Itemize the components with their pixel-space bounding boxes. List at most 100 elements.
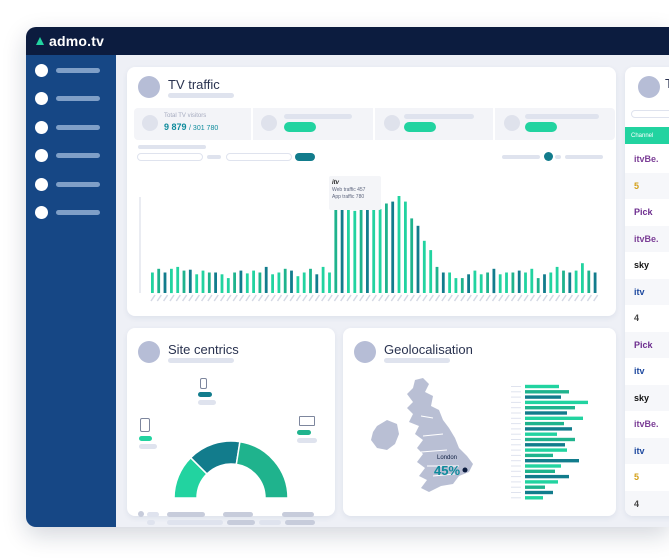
channel-row[interactable]: itv: [625, 358, 669, 384]
nav-dot-icon: [35, 178, 48, 191]
channel-column-header[interactable]: Channel: [625, 127, 669, 144]
x-tick-label: [270, 294, 276, 302]
traffic-bar: [498, 274, 502, 293]
x-tick-label: [460, 294, 466, 302]
kpi-icon: [142, 115, 158, 131]
traffic-bar: [328, 272, 331, 293]
x-tick-label: [289, 294, 295, 302]
toggle-label: [502, 155, 540, 159]
toggle-knob[interactable]: [544, 152, 553, 161]
region-bar-chart: [511, 384, 588, 500]
x-tick-label: [498, 294, 504, 302]
filter-label: [207, 155, 221, 159]
region-bar: [525, 395, 561, 399]
sidebar-item-2[interactable]: [35, 92, 100, 105]
channel-row[interactable]: itvBe.: [625, 225, 669, 252]
channel-row[interactable]: 4: [625, 490, 669, 516]
traffic-bar: [252, 270, 255, 293]
sidebar-item-5[interactable]: [35, 178, 100, 191]
region-bar: [525, 411, 567, 415]
x-tick-label: [251, 294, 257, 302]
traffic-bar: [587, 270, 591, 293]
region-label: [511, 439, 521, 440]
traffic-bar: [404, 201, 407, 293]
x-tick-label: [238, 294, 245, 302]
region-label: [511, 417, 521, 419]
kpi-green-bar: [284, 122, 316, 132]
x-tick-label: [371, 294, 377, 302]
region-label: [511, 460, 521, 462]
region-label: [511, 428, 521, 430]
kpi-value-main: 9 879: [164, 122, 187, 132]
channel-search-input[interactable]: [631, 110, 669, 118]
region-label: [511, 497, 521, 499]
legend-placeholder: [223, 512, 253, 517]
app-logo[interactable]: admo.tv: [36, 33, 104, 49]
traffic-bar: [195, 274, 199, 293]
channel-row[interactable]: itvBe.: [625, 146, 669, 172]
channel-row[interactable]: 5: [625, 464, 669, 490]
channel-logo: itv: [634, 286, 645, 297]
chart-tooltip: itv Web traffic 457 App traffic 780: [329, 176, 381, 210]
channel-logo: itv: [634, 366, 645, 376]
region-bar: [525, 453, 553, 458]
traffic-bar: [385, 203, 388, 293]
card-avatar-icon: [138, 341, 160, 363]
channel-row[interactable]: Pick: [625, 199, 669, 225]
region-bar: [525, 480, 558, 484]
traffic-bar: [391, 201, 395, 293]
traffic-bar: [555, 266, 559, 293]
traffic-bar: [530, 268, 534, 294]
sidebar-item-1[interactable]: [35, 64, 100, 77]
region-label: [511, 486, 521, 488]
nav-dot-icon: [35, 206, 48, 219]
traffic-bar: [479, 274, 483, 293]
traffic-bar: [574, 270, 578, 293]
channel-row[interactable]: Pick: [625, 331, 669, 358]
x-tick-label: [593, 294, 599, 302]
channel-row[interactable]: 5: [625, 172, 669, 199]
traffic-bar: [454, 278, 458, 293]
channel-row[interactable]: sky: [625, 252, 669, 278]
subtitle-placeholder: [384, 358, 450, 363]
filter-select[interactable]: [137, 153, 203, 161]
channel-row[interactable]: 4: [625, 305, 669, 331]
region-bar: [525, 469, 555, 473]
x-tick-label: [409, 294, 415, 302]
city-percentage: 45%: [434, 463, 461, 478]
date-range-input[interactable]: [226, 153, 292, 161]
sidebar-item-4[interactable]: [35, 149, 100, 162]
traffic-bar: [309, 268, 312, 294]
channel-row[interactable]: itv: [625, 437, 669, 464]
x-tick-label: [447, 294, 453, 302]
apply-button[interactable]: [295, 153, 315, 161]
kpi-icon: [261, 115, 277, 131]
x-tick-label: [302, 294, 308, 302]
channel-logo: Pick: [634, 207, 653, 217]
sidebar-item-6[interactable]: [35, 206, 100, 219]
traffic-bar: [511, 272, 515, 293]
traffic-bar: [416, 225, 420, 293]
traffic-bar: [188, 269, 192, 293]
geolocalisation-title: Geolocalisation: [384, 342, 473, 357]
x-tick-label: [219, 294, 226, 302]
channel-row[interactable]: itvBe.: [625, 411, 669, 437]
sidebar-item-3[interactable]: [35, 121, 100, 134]
traffic-bar: [429, 250, 433, 293]
traffic-bar: [593, 272, 597, 293]
tablet-icon: [140, 418, 150, 432]
sidebar-item-label: [56, 96, 100, 101]
channel-row[interactable]: itv: [625, 278, 669, 305]
traffic-bar: [543, 274, 546, 293]
tablet-label: [139, 444, 157, 449]
app-window: admo.tv TV traffic Total TV visitors 9 8…: [26, 27, 669, 527]
traffic-bar: [524, 272, 527, 293]
x-tick-label: [333, 294, 340, 302]
x-tick-label: [200, 294, 207, 302]
x-tick-label: [390, 294, 396, 302]
toggle-track: [555, 155, 561, 159]
donut-segment: [235, 440, 289, 499]
subtitle-placeholder: [168, 358, 234, 363]
channel-row[interactable]: sky: [625, 384, 669, 411]
region-bar: [525, 496, 543, 500]
